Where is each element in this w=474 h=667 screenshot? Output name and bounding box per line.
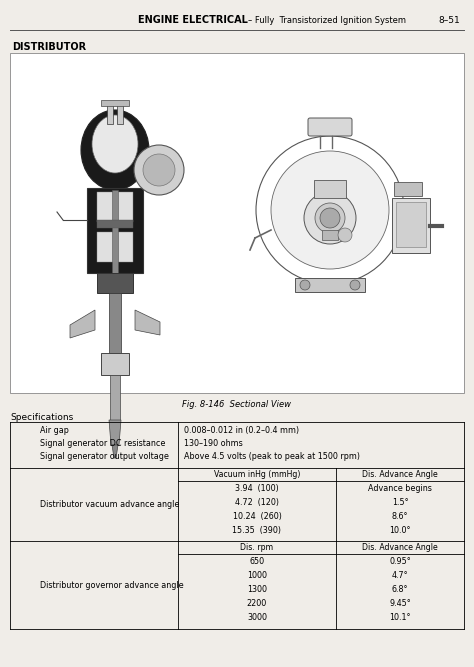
Bar [112,190,118,278]
Polygon shape [112,445,118,458]
Text: – Fully  Transistorized Ignition System: – Fully Transistorized Ignition System [248,16,406,25]
Bar [107,102,113,124]
Bar [97,220,133,228]
Text: Signal generator DC resistance: Signal generator DC resistance [40,439,165,448]
Ellipse shape [81,110,149,190]
Text: 3.94  (100): 3.94 (100) [235,484,279,493]
Text: Distributor governor advance angle: Distributor governor advance angle [40,580,183,590]
Text: 650: 650 [249,557,264,566]
Text: 10.24  (260): 10.24 (260) [233,512,282,521]
Text: Dis. Advance Angle: Dis. Advance Angle [362,543,438,552]
Text: 10.0°: 10.0° [389,526,411,535]
FancyBboxPatch shape [308,118,352,136]
Text: ENGINE ELECTRICAL: ENGINE ELECTRICAL [138,15,248,25]
Circle shape [338,228,352,242]
Ellipse shape [271,151,389,269]
Text: 2200: 2200 [247,599,267,608]
Text: 130–190 ohms: 130–190 ohms [184,439,243,448]
Text: 1000: 1000 [247,571,267,580]
Bar [110,375,120,420]
Text: 4.72  (120): 4.72 (120) [235,498,279,507]
Text: 9.45°: 9.45° [389,599,411,608]
Bar [117,102,123,124]
Text: DISTRIBUTOR: DISTRIBUTOR [12,42,86,52]
Text: Air gap: Air gap [40,426,69,435]
Circle shape [300,280,310,290]
Ellipse shape [256,136,404,284]
Text: 8.6°: 8.6° [392,512,408,521]
Bar [97,232,133,262]
Bar [101,100,129,106]
Text: 3000: 3000 [247,613,267,622]
Circle shape [134,145,184,195]
Bar [394,182,422,196]
Text: Dis. Advance Angle: Dis. Advance Angle [362,470,438,479]
Ellipse shape [304,192,356,244]
Circle shape [143,154,175,186]
Polygon shape [135,310,160,335]
Bar [314,180,346,198]
Text: Vacuum inHg (mmHg): Vacuum inHg (mmHg) [214,470,300,479]
Text: Distributor vacuum advance angle: Distributor vacuum advance angle [40,500,179,509]
Text: Signal generator output voltage: Signal generator output voltage [40,452,169,461]
Text: Advance begins: Advance begins [368,484,432,493]
Bar [109,293,121,353]
Bar [97,192,133,222]
Polygon shape [70,310,95,338]
Text: Dis. rpm: Dis. rpm [240,543,273,552]
Polygon shape [109,420,121,445]
Text: 15.35  (390): 15.35 (390) [233,526,282,535]
Bar [87,188,143,273]
Text: 8–51: 8–51 [438,16,460,25]
Bar [322,230,338,240]
Text: 0.95°: 0.95° [389,557,411,566]
Circle shape [350,280,360,290]
Bar [101,353,129,375]
Text: 6.8°: 6.8° [392,585,408,594]
Bar [396,202,426,247]
Ellipse shape [92,115,138,173]
Text: Fig. 8-146  Sectional View: Fig. 8-146 Sectional View [182,400,292,409]
Circle shape [320,208,340,228]
Text: 1.5°: 1.5° [392,498,408,507]
Text: Specifications: Specifications [10,413,73,422]
Ellipse shape [315,203,345,233]
Text: Above 4.5 volts (peak to peak at 1500 rpm): Above 4.5 volts (peak to peak at 1500 rp… [184,452,360,461]
Text: 10.1°: 10.1° [389,613,411,622]
Bar [295,278,365,292]
Bar [97,273,133,293]
Text: 0.008–0.012 in (0.2–0.4 mm): 0.008–0.012 in (0.2–0.4 mm) [184,426,299,435]
Bar [392,198,430,253]
Bar [10,53,464,393]
Text: 4.7°: 4.7° [392,571,408,580]
Text: 1300: 1300 [247,585,267,594]
